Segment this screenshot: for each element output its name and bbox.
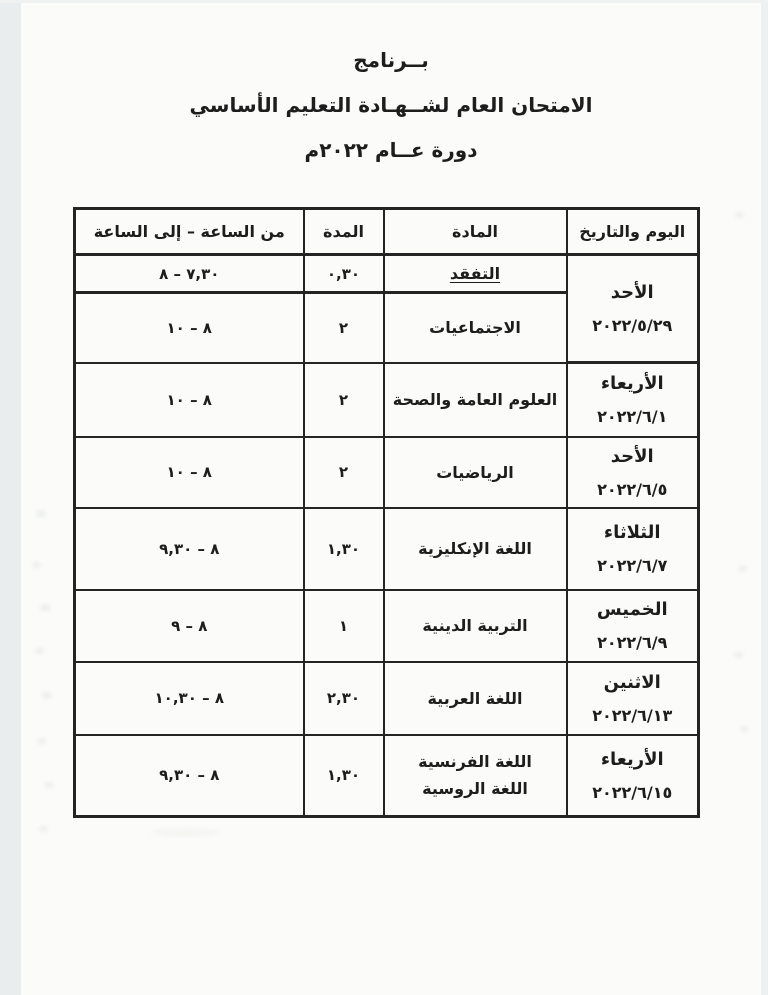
title-program: بــرنامج [353,48,429,72]
table-row: الاثنين ٢٠٢٢/٦/١٣ اللغة العربية ٢,٣٠ ٨ –… [73,660,700,736]
subject-line-1: اللغة الفرنسية [418,752,532,772]
day-date: ٢٠٢٢/٦/١٥ [592,782,673,802]
scan-smudge [740,726,749,732]
scan-smudge [40,604,51,611]
subject-label: التفقد [449,264,501,283]
day-date: ٢٠٢٢/٦/١٣ [592,705,673,725]
header-time-range: من الساعة – إلى الساعة [73,207,305,256]
time-cell: ٨ – ٩,٣٠ [73,733,305,818]
time-cell: ٨ – ٩,٣٠ [73,506,305,591]
time-cell: ٨ – ١٠ [73,361,305,438]
scan-smudge [734,652,743,658]
scan-smudge [738,566,747,572]
duration-cell: ١,٣٠ [302,506,385,591]
duration-cell: ٢,٣٠ [302,660,385,736]
subject-line-2: اللغة الروسية [422,779,528,799]
table-row: الاجتماعيات ٢ ٨ – ١٠ [73,291,699,364]
time-cell: ٨ – ١٠ [73,291,305,364]
duration-cell: ١ [302,588,385,663]
duration-cell: ٢ [302,291,385,364]
scan-smudge [42,692,52,699]
duration-cell: ٢ [302,435,385,509]
day-cell: الأحد ٢٠٢٢/٥/٢٩ [565,253,700,364]
document-title-block: بــرنامج الامتحان العام لشــهـادة التعلي… [21,46,761,181]
subject-cell: الاجتماعيات [382,291,568,364]
scan-smudge [32,562,41,568]
day-name: الاثنين [603,671,661,693]
table-row: الأريعاء ٢٠٢٢/٦/١٥ اللغة الفرنسية اللغة … [73,733,700,818]
table-row: الأحد ٢٠٢٢/٦/٥ الرياضيات ٢ ٨ – ١٠ [73,435,700,509]
subject-cell: العلوم العامة والصحة [382,361,568,438]
day-name: الأريعاء [600,748,664,770]
table-row: الثلاثاء ٢٠٢٢/٦/٧ اللغة الإنكليزية ١,٣٠ … [73,506,700,591]
table-row: الأحد ٢٠٢٢/٥/٢٩ التفقد ٠,٣٠ ٧,٣٠ – ٨ [73,253,700,364]
day-name: الثلاثاء [603,522,661,543]
day-cell: الاثنين ٢٠٢٢/٦/١٣ [565,660,700,736]
header-day-date: اليوم والتاريخ [565,207,700,256]
scan-smudge [735,212,744,218]
title-session-year: دورة عــام ٢٠٢٢م [304,138,478,162]
day-cell: الأريعاء ٢٠٢٢/٦/١٥ [565,733,700,818]
subject-cell: اللغة الفرنسية اللغة الروسية [382,733,568,818]
day-cell: الخميس ٢٠٢٢/٦/٩ [565,588,700,663]
day-name: الأحد [610,282,654,303]
title-exam-name: الامتحان العام لشــهـادة التعليم الأساسي [189,93,593,117]
day-name: الخميس [596,599,668,620]
header-subject: المادة [382,207,568,256]
scan-smudge [150,828,220,837]
table-row: الخميس ٢٠٢٢/٦/٩ التربية الدينية ١ ٨ – ٩ [73,588,700,663]
subject-cell: التربية الدينية [382,588,568,663]
subject-cell: التفقد [382,253,568,294]
day-cell: الثلاثاء ٢٠٢٢/٦/٧ [565,506,700,591]
subject-cell: اللغة العربية [382,660,568,736]
scan-edge-top [0,0,768,3]
table-header-row: اليوم والتاريخ المادة المدة من الساعة – … [73,207,700,256]
time-cell: ٨ – ١٠ [73,435,305,509]
day-date: ٢٠٢٢/٦/٥ [597,479,668,499]
duration-cell: ٠,٣٠ [302,253,385,294]
duration-cell: ٢ [302,361,385,438]
time-cell: ٨ – ٩ [73,588,305,663]
time-cell: ٨ – ١٠,٣٠ [73,660,305,736]
scan-edge-right [761,0,768,995]
day-name: الأريعاء [600,373,664,395]
day-date: ٢٠٢٢/٦/٩ [597,633,668,652]
duration-cell: ١,٣٠ [302,733,385,818]
scan-smudge [44,782,54,788]
day-name: الأحد [610,445,654,467]
scan-smudge [37,738,46,744]
table-row: الأريعاء ٢٠٢٢/٦/١ العلوم العامة والصحة ٢… [73,361,700,438]
day-date: ٢٠٢٢/٦/٧ [597,556,668,575]
scan-smudge [36,510,46,517]
scan-smudge [35,648,44,654]
subject-cell: الرياضيات [382,435,568,509]
scan-edge-left [0,0,21,995]
exam-schedule-table: اليوم والتاريخ المادة المدة من الساعة – … [73,207,700,818]
scan-smudge [39,826,48,832]
day-cell: الأريعاء ٢٠٢٢/٦/١ [565,361,700,438]
day-date: ٢٠٢٢/٥/٢٩ [592,316,673,335]
header-duration: المدة [302,207,385,256]
time-cell: ٧,٣٠ – ٨ [73,253,305,294]
day-date: ٢٠٢٢/٦/١ [597,407,668,427]
day-cell: الأحد ٢٠٢٢/٦/٥ [565,435,700,509]
subject-cell: اللغة الإنكليزية [382,506,568,591]
